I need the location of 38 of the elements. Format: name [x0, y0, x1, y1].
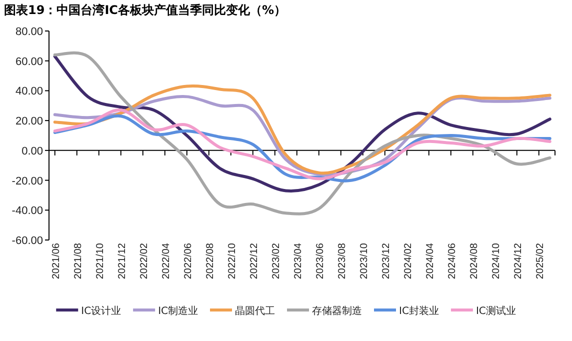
x-tick-label: 2023/06 [314, 242, 326, 280]
legend-label: IC测试业 [476, 305, 516, 317]
y-tick-label: 20.00 [15, 116, 43, 128]
x-tick-label: 2023/08 [336, 242, 348, 280]
legend-label: IC封装业 [399, 305, 439, 317]
x-tick-label: 2021/12 [116, 242, 128, 280]
x-tick-label: 2022/06 [182, 242, 194, 280]
y-tick-label: -60.00 [12, 235, 43, 247]
y-tick-label: 40.00 [15, 86, 43, 98]
legend-label: 晶圆代工 [235, 306, 275, 317]
x-tick-label: 2023/12 [380, 242, 392, 280]
x-tick-label: 2022/04 [160, 242, 172, 280]
x-tick-label: 2024/12 [512, 242, 524, 280]
y-tick-label: -20.00 [12, 175, 43, 188]
y-tick-label: 0.00 [22, 145, 43, 158]
x-tick-label: 2024/10 [490, 242, 502, 280]
x-tick-label: 2024/06 [446, 242, 458, 280]
x-tick-label: 2025/02 [534, 242, 546, 280]
x-tick-label: 2022/02 [138, 242, 150, 280]
legend-label: IC设计业 [81, 305, 122, 317]
x-tick-label: 2022/12 [248, 242, 260, 280]
x-tick-label: 2022/10 [226, 242, 238, 280]
x-tick-label: 2021/08 [72, 242, 84, 280]
x-tick-label: 2022/08 [204, 242, 216, 280]
x-tick-label: 2023/02 [270, 242, 282, 280]
x-tick-label: 2023/04 [292, 242, 304, 280]
x-tick-label: 2023/10 [358, 242, 370, 280]
chart-title: 图表19：中国台湾IC各板块产值当季同比变化（%） [4, 3, 286, 17]
legend-label: 存储器制造 [312, 305, 362, 317]
y-tick-label: 80.00 [15, 26, 43, 38]
x-tick-label: 2024/02 [402, 242, 414, 280]
legend-label: IC制造业 [158, 305, 198, 317]
y-tick-label: -40.00 [12, 205, 43, 218]
x-tick-label: 2021/10 [94, 242, 106, 280]
x-tick-label: 2021/06 [50, 242, 62, 280]
y-tick-label: 60.00 [15, 56, 43, 68]
x-tick-label: 2024/08 [468, 242, 480, 280]
x-tick-label: 2024/04 [424, 242, 436, 280]
